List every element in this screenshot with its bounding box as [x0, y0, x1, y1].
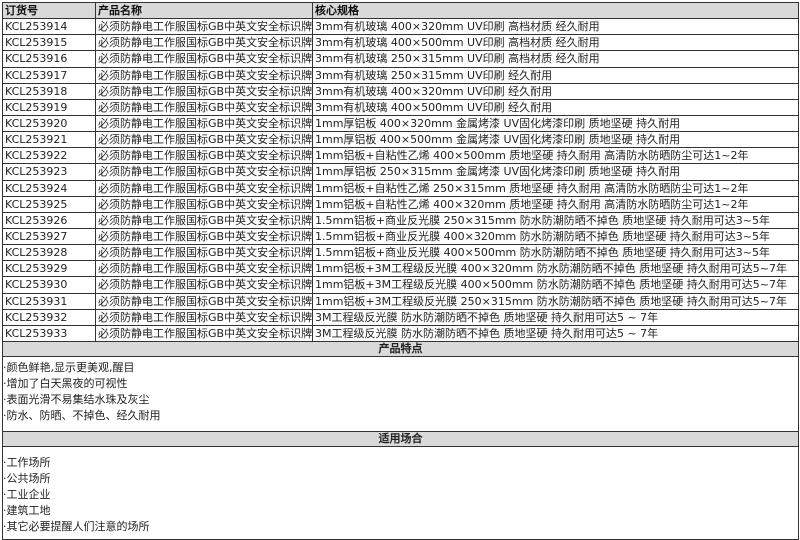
application-item: ·其它必要提醒人们注意的场所: [3, 519, 150, 533]
applications-list: ·工作场所 ·公共场所 ·工业企业 ·建筑工地 ·其它必要提醒人们注意的场所: [2, 445, 799, 540]
table-row: KCL253918 必须防静电工作服国标GB中英文安全标识牌 3mm有机玻璃 400…: [2, 82, 799, 100]
header-core-spec: 核心规格: [312, 1, 799, 20]
cell-core-spec: 1mm厚铝板 250×315mm 金属烤漆 UV固化烤漆印刷 质地坚硬 持久耐用: [312, 163, 799, 181]
cell-order-no: KCL253917: [2, 66, 96, 84]
cell-order-no: KCL253926: [2, 211, 96, 229]
feature-item: ·防水、防晒、不掉色、经久耐用: [3, 408, 161, 422]
cell-product-name: 必须防静电工作服国标GB中英文安全标识牌: [95, 211, 313, 229]
cell-core-spec: 1mm铝板+3M工程级反光膜 400×320mm 防水防潮防晒不掉色 质地坚硬 …: [312, 260, 799, 278]
table-row: KCL253929 必须防静电工作服国标GB中英文安全标识牌 1mm铝板+3M工程级…: [2, 260, 799, 278]
feature-item: ·增加了白天黑夜的可视性: [3, 376, 128, 390]
applications-title: 适用场合: [2, 430, 799, 447]
cell-product-name: 必须防静电工作服国标GB中英文安全标识牌: [95, 244, 313, 262]
application-item: ·工业企业: [3, 487, 51, 501]
cell-core-spec: 1mm厚铝板 400×320mm 金属烤漆 UV固化烤漆印刷 质地坚硬 持久耐用: [312, 114, 799, 133]
table-row: KCL253927 必须防静电工作服国标GB中英文安全标识牌 1.5mm铝板+商业反…: [2, 227, 799, 246]
feature-item: ·颜色鲜艳,显示更美观,醒目: [3, 360, 135, 374]
cell-product-name: 必须防静电工作服国标GB中英文安全标识牌: [95, 163, 313, 181]
cell-product-name: 必须防静电工作服国标GB中英文安全标识牌: [95, 34, 313, 52]
application-item: ·工作场所: [3, 455, 51, 469]
cell-core-spec: 1.5mm铝板+商业反光膜 400×500mm 防水防潮防晒不掉色 质地坚硬 持…: [312, 244, 799, 262]
cell-order-no: KCL253914: [2, 18, 96, 36]
table-row: KCL253924 必须防静电工作服国标GB中英文安全标识牌 1mm铝板+自粘性乙烯…: [2, 179, 799, 197]
cell-product-name: 必须防静电工作服国标GB中英文安全标识牌: [95, 66, 313, 84]
features-list: ·颜色鲜艳,显示更美观,醒目 ·增加了白天黑夜的可视性 ·表面光滑不易集结水珠及…: [2, 355, 799, 432]
table-row: KCL253923 必须防静电工作服国标GB中英文安全标识牌 1mm厚铝板 250×…: [2, 163, 799, 181]
cell-order-no: KCL253920: [2, 114, 96, 133]
cell-product-name: 必须防静电工作服国标GB中英文安全标识牌: [95, 260, 313, 278]
cell-core-spec: 3mm有机玻璃 400×320mm UV印刷 经久耐用: [312, 82, 799, 100]
cell-order-no: KCL253918: [2, 82, 96, 100]
cell-order-no: KCL253928: [2, 244, 96, 262]
table-row: KCL253933 必须防静电工作服国标GB中英文安全标识牌 3M工程级反光膜 防水…: [2, 324, 799, 342]
cell-product-name: 必须防静电工作服国标GB中英文安全标识牌: [95, 147, 313, 165]
cell-core-spec: 1mm铝板+自粘性乙烯 400×320mm 质地坚硬 持久耐用 高清防水防晒防尘…: [312, 195, 799, 213]
table-row: KCL253922 必须防静电工作服国标GB中英文安全标识牌 1mm铝板+自粘性乙烯…: [2, 147, 799, 165]
cell-product-name: 必须防静电工作服国标GB中英文安全标识牌: [95, 292, 313, 310]
cell-core-spec: 3mm有机玻璃 250×315mm UV印刷 高档材质 经久耐用: [312, 50, 799, 68]
table-row: KCL253917 必须防静电工作服国标GB中英文安全标识牌 3mm有机玻璃 250…: [2, 66, 799, 84]
cell-order-no: KCL253927: [2, 227, 96, 246]
cell-core-spec: 3M工程级反光膜 防水防潮防晒不掉色 质地坚硬 持久耐用可达5 ~ 7年: [312, 308, 799, 326]
cell-order-no: KCL253925: [2, 195, 96, 213]
cell-product-name: 必须防静电工作服国标GB中英文安全标识牌: [95, 227, 313, 246]
table-row: KCL253925 必须防静电工作服国标GB中英文安全标识牌 1mm铝板+自粘性乙烯…: [2, 195, 799, 213]
table-row: KCL253932 必须防静电工作服国标GB中英文安全标识牌 3M工程级反光膜 防水…: [2, 308, 799, 326]
table-row: KCL253931 必须防静电工作服国标GB中英文安全标识牌 1mm铝板+3M工程级…: [2, 292, 799, 310]
table-row: KCL253921 必须防静电工作服国标GB中英文安全标识牌 1mm厚铝板 400×…: [2, 131, 799, 149]
cell-product-name: 必须防静电工作服国标GB中英文安全标识牌: [95, 276, 313, 294]
cell-order-no: KCL253929: [2, 260, 96, 278]
cell-core-spec: 1mm铝板+自粘性乙烯 400×500mm 质地坚硬 持久耐用 高清防水防晒防尘…: [312, 147, 799, 165]
cell-product-name: 必须防静电工作服国标GB中英文安全标识牌: [95, 98, 313, 116]
cell-core-spec: 1.5mm铝板+商业反光膜 400×320mm 防水防潮防晒不掉色 质地坚硬 持…: [312, 227, 799, 246]
table-row: KCL253915 必须防静电工作服国标GB中英文安全标识牌 3mm有机玻璃 400…: [2, 34, 799, 52]
features-title: 产品特点: [2, 340, 799, 357]
cell-order-no: KCL253923: [2, 163, 96, 181]
cell-order-no: KCL253919: [2, 98, 96, 116]
table-row: KCL253920 必须防静电工作服国标GB中英文安全标识牌 1mm厚铝板 400×…: [2, 114, 799, 133]
cell-product-name: 必须防静电工作服国标GB中英文安全标识牌: [95, 179, 313, 197]
feature-item: ·表面光滑不易集结水珠及灰尘: [3, 392, 150, 406]
table-row: KCL253930 必须防静电工作服国标GB中英文安全标识牌 1mm铝板+3M工程级…: [2, 276, 799, 294]
table-row: KCL253916 必须防静电工作服国标GB中英文安全标识牌 3mm有机玻璃 250…: [2, 50, 799, 68]
cell-order-no: KCL253915: [2, 34, 96, 52]
table-row: KCL253926 必须防静电工作服国标GB中英文安全标识牌 1.5mm铝板+商业反…: [2, 211, 799, 229]
cell-core-spec: 1mm铝板+3M工程级反光膜 400×500mm 防水防潮防晒不掉色 质地坚硬 …: [312, 276, 799, 294]
cell-product-name: 必须防静电工作服国标GB中英文安全标识牌: [95, 324, 313, 342]
cell-order-no: KCL253932: [2, 308, 96, 326]
cell-core-spec: 3M工程级反光膜 防水防潮防晒不掉色 质地坚硬 持久耐用可达5 ~ 7年: [312, 324, 799, 342]
table-row: KCL253914 必须防静电工作服国标GB中英文安全标识牌 3mm有机玻璃 400…: [2, 18, 799, 36]
cell-product-name: 必须防静电工作服国标GB中英文安全标识牌: [95, 50, 313, 68]
cell-core-spec: 3mm有机玻璃 400×500mm UV印刷 高档材质 经久耐用: [312, 34, 799, 52]
cell-product-name: 必须防静电工作服国标GB中英文安全标识牌: [95, 82, 313, 100]
cell-core-spec: 3mm有机玻璃 400×500mm UV印刷 经久耐用: [312, 98, 799, 116]
cell-product-name: 必须防静电工作服国标GB中英文安全标识牌: [95, 114, 313, 133]
cell-core-spec: 1.5mm铝板+商业反光膜 250×315mm 防水防潮防晒不掉色 质地坚硬 持…: [312, 211, 799, 229]
cell-core-spec: 1mm铝板+3M工程级反光膜 250×315mm 防水防潮防晒不掉色 质地坚硬 …: [312, 292, 799, 310]
table-row: KCL253919 必须防静电工作服国标GB中英文安全标识牌 3mm有机玻璃 400…: [2, 98, 799, 116]
cell-order-no: KCL253924: [2, 179, 96, 197]
table-row: KCL253928 必须防静电工作服国标GB中英文安全标识牌 1.5mm铝板+商业反…: [2, 244, 799, 262]
cell-product-name: 必须防静电工作服国标GB中英文安全标识牌: [95, 131, 313, 149]
cell-order-no: KCL253931: [2, 292, 96, 310]
table-header-row: 订货号 产品名称 核心规格: [2, 1, 799, 20]
cell-order-no: KCL253922: [2, 147, 96, 165]
cell-product-name: 必须防静电工作服国标GB中英文安全标识牌: [95, 195, 313, 213]
cell-core-spec: 1mm厚铝板 400×500mm 金属烤漆 UV固化烤漆印刷 质地坚硬 持久耐用: [312, 131, 799, 149]
application-item: ·建筑工地: [3, 503, 51, 517]
cell-order-no: KCL253916: [2, 50, 96, 68]
cell-core-spec: 3mm有机玻璃 250×315mm UV印刷 经久耐用: [312, 66, 799, 84]
header-product-name: 产品名称: [95, 1, 313, 20]
cell-order-no: KCL253921: [2, 131, 96, 149]
cell-core-spec: 1mm铝板+自粘性乙烯 250×315mm 质地坚硬 持久耐用 高清防水防晒防尘…: [312, 179, 799, 197]
header-order-no: 订货号: [2, 1, 96, 20]
cell-core-spec: 3mm有机玻璃 400×320mm UV印刷 高档材质 经久耐用: [312, 18, 799, 36]
cell-product-name: 必须防静电工作服国标GB中英文安全标识牌: [95, 18, 313, 36]
cell-order-no: KCL253930: [2, 276, 96, 294]
cell-order-no: KCL253933: [2, 324, 96, 342]
cell-product-name: 必须防静电工作服国标GB中英文安全标识牌: [95, 308, 313, 326]
application-item: ·公共场所: [3, 471, 51, 485]
